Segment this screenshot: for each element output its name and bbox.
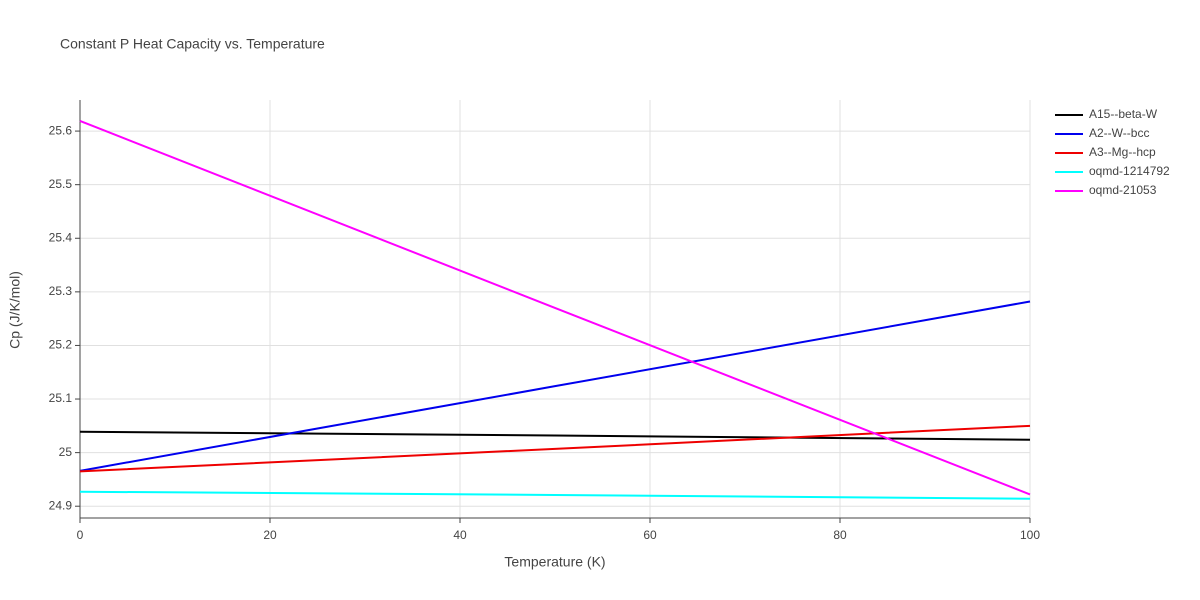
y-tick-label: 25.1 [49, 391, 73, 405]
y-tick-label: 25.4 [49, 230, 73, 244]
y-tick-label: 25.5 [49, 177, 73, 191]
y-tick-label: 24.9 [49, 498, 73, 512]
y-tick-label: 25.6 [49, 123, 73, 137]
x-tick-label: 20 [263, 528, 277, 542]
legend-label: oqmd-21053 [1089, 183, 1157, 197]
x-tick-label: 0 [77, 528, 84, 542]
y-axis-label: Cp (J/K/mol) [7, 271, 23, 349]
legend-label: A15--beta-W [1089, 107, 1158, 121]
chart-title: Constant P Heat Capacity vs. Temperature [60, 36, 325, 52]
x-tick-label: 100 [1020, 528, 1040, 542]
x-tick-label: 60 [643, 528, 657, 542]
legend-label: A2--W--bcc [1089, 126, 1149, 140]
series-line [79, 430, 1031, 441]
y-tick-label: 25 [59, 445, 73, 459]
legend-label: A3--Mg--hcp [1089, 145, 1156, 159]
legend-label: oqmd-1214792 [1089, 164, 1170, 178]
series-line [79, 424, 1031, 473]
series-line [79, 119, 1031, 496]
y-tick-label: 25.3 [49, 284, 73, 298]
series-line [79, 490, 1031, 500]
series-line [79, 300, 1031, 472]
x-axis-label: Temperature (K) [504, 554, 605, 570]
x-tick-label: 80 [833, 528, 847, 542]
x-tick-label: 40 [453, 528, 467, 542]
y-tick-label: 25.2 [49, 338, 73, 352]
